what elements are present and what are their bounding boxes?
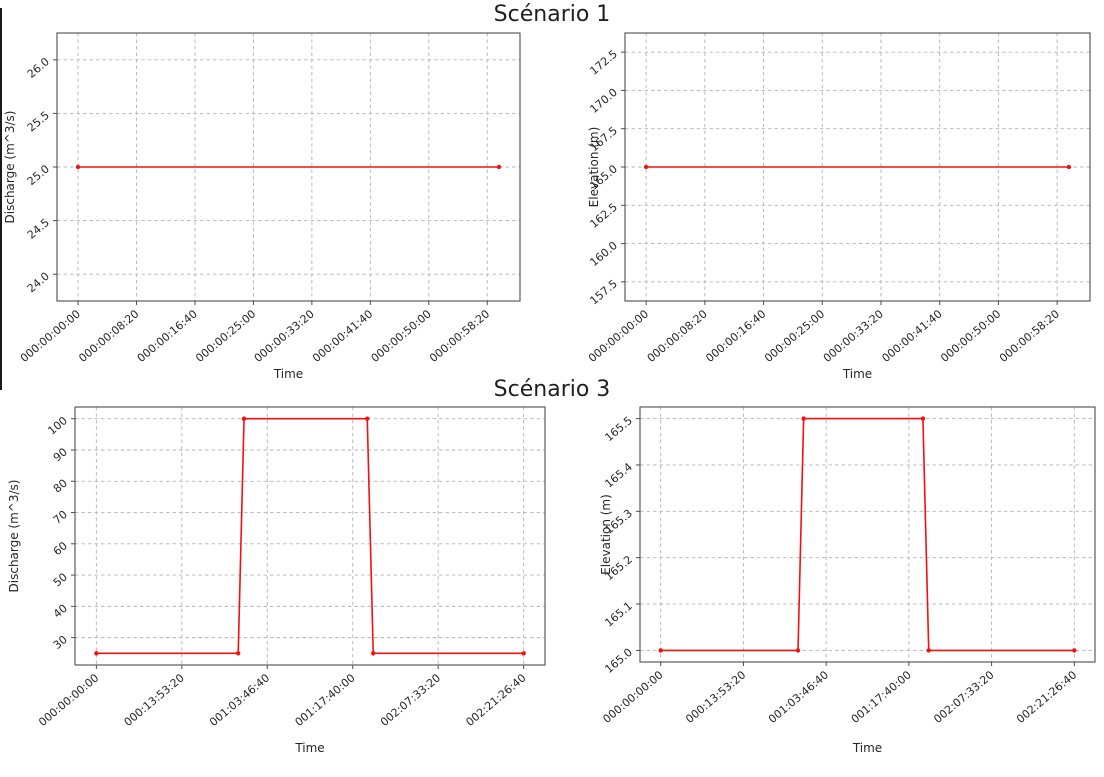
x-tick-label: 000:00:16:40 [135,307,200,365]
y-axis-label: Elevation (m) [599,494,613,575]
y-axis-label: Elevation (m) [587,127,601,208]
scenario3-discharge-plot: 000:00:00:00 000:13:53:20 001:03:46:40 001:… [7,406,546,755]
y-tick-label: 160.0 [587,239,619,269]
x-tick-label: 000:13:53:20 [683,668,748,726]
x-tick-label: 001:03:46:40 [766,668,831,726]
data-point [496,164,502,170]
y-tick-label: 165.0 [602,646,634,676]
y-tick-label: 24.0 [25,270,52,296]
x-axis-label: Time [842,367,872,381]
x-tick-label: 000:00:25:00 [193,307,258,365]
x-tick-label: 000:00:00:00 [600,668,665,726]
data-point [1072,648,1077,653]
y-tick-label: 25.0 [25,162,52,188]
y-tick-label: 24.5 [25,216,52,242]
x-tick-label: 000:00:58:20 [997,307,1062,365]
data-point [658,648,663,653]
y-tick-label: 50 [51,570,70,589]
scenario3-elevation-plot: 000:00:00:00 000:13:53:20 001:03:46:40 001:… [599,406,1096,755]
data-point [801,416,806,421]
data-point [236,651,241,656]
y-tick-label: 165.1 [602,599,634,629]
x-tick-label: 002:21:26:40 [1014,668,1079,726]
scenario1-title: Scénario 1 [493,2,611,27]
y-tick-label: 157.5 [587,277,619,307]
x-tick-label: 000:00:50:00 [369,307,434,365]
window-left-edge [0,8,2,390]
data-line [96,417,524,655]
y-tick-label: 26.0 [25,55,52,81]
x-tick-label: 000:13:53:20 [122,671,187,729]
data-point [521,651,526,656]
y-tick-label: 30 [51,633,70,652]
x-tick-label: 000:00:33:20 [821,307,886,365]
scenario3-title: Scénario 3 [493,377,611,402]
chart-panel-scenario3-elevation: 000:00:00:00 000:13:53:20 001:03:46:40 001:… [552,398,1104,777]
y-tick-label: 100 [45,414,69,437]
plot-border [74,406,546,666]
x-tick-label: 000:00:33:20 [252,307,317,365]
y-tick-label: 25.5 [25,109,52,135]
y-tick-label: 172.5 [587,47,619,77]
x-axis-label: Time [852,741,882,755]
x-tick-label: 000:00:41:40 [879,307,944,365]
data-point [365,416,370,421]
x-tick-label: 000:00:08:20 [645,307,710,365]
x-tick-label: 001:17:40:00 [849,668,914,726]
data-point [920,416,926,421]
x-tick-label: 000:00:58:20 [427,307,492,365]
data-point [926,648,931,653]
x-tick-label: 000:00:00:00 [586,307,651,365]
data-line [660,417,1075,652]
data-point [94,651,99,656]
y-tick-label: 40 [51,602,70,621]
y-tick-label: 90 [51,445,70,464]
x-tick-label: 000:00:08:20 [76,307,141,365]
plot-border [639,406,1096,663]
x-tick-label: 000:00:25:00 [762,307,827,365]
y-tick-label: 165.5 [602,414,634,444]
data-point [75,164,81,170]
x-tick-label: 002:07:33:20 [931,668,996,726]
scenario1-discharge-plot: 000:00:00:00000:00:08:20000:00:16:40000:… [3,32,521,381]
x-tick-label: 001:17:40:00 [293,671,358,729]
y-tick-label: 80 [51,477,70,496]
data-point [643,164,649,170]
chart-panel-scenario1-elevation: 000:00:00:00 000:00:08:20 000:00:16:40 000:… [552,26,1104,398]
scenario1-elevation-plot: 000:00:00:00000:00:08:20000:00:16:40000:… [586,32,1091,381]
x-tick-label: 000:00:50:00 [938,307,1003,365]
data-point [795,648,801,653]
y-axis-label: Discharge (m^3/s) [7,480,21,593]
x-axis-label: Time [273,367,303,381]
x-tick-label: 000:00:41:40 [310,307,375,365]
chart-panel-scenario1-discharge: 000:00:00:00 000:00:08:20 000:00:16:40 000:… [0,26,552,398]
y-tick-label: 60 [51,539,70,558]
y-tick-label: 165.4 [602,460,634,490]
data-point [1066,164,1072,170]
x-tick-label: 001:03:46:40 [207,671,272,729]
y-tick-label: 70 [51,508,70,527]
data-point [241,416,247,421]
y-tick-label: 170.0 [587,86,619,116]
chart-panel-scenario3-discharge: 000:00:00:00 000:13:53:20 001:03:46:40 001:… [0,398,552,777]
x-axis-label: Time [294,741,324,755]
x-tick-label: 000:00:00:00 [18,307,83,365]
x-tick-label: 000:00:16:40 [703,307,768,365]
data-point [371,651,376,656]
x-tick-label: 000:00:00:00 [36,671,101,729]
y-axis-label: Discharge (m^3/s) [3,111,17,224]
x-tick-label: 002:07:33:20 [378,671,443,729]
x-tick-label: 002:21:26:40 [463,671,528,729]
